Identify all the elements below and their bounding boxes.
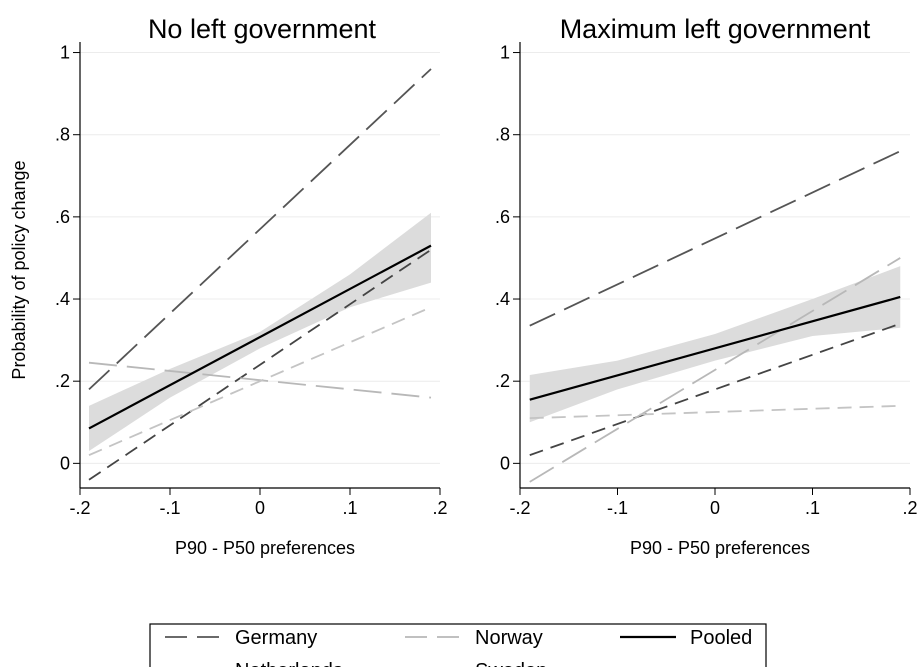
confidence-band — [529, 266, 901, 423]
x-tick-label: 0 — [710, 498, 720, 518]
series-line-germany — [88, 68, 432, 391]
x-tick-label: -.2 — [509, 498, 530, 518]
panel-title: Maximum left government — [560, 14, 871, 44]
y-tick-label: 1 — [500, 43, 510, 63]
y-tick-label: 1 — [60, 43, 70, 63]
x-axis-label: P90 - P50 preferences — [630, 538, 810, 558]
x-tick-label: .2 — [902, 498, 917, 518]
x-tick-label: -.1 — [159, 498, 180, 518]
legend-label: Sweden — [475, 660, 547, 667]
x-tick-label: -.2 — [69, 498, 90, 518]
series-line-germany — [529, 150, 901, 327]
y-tick-label: .2 — [55, 371, 70, 391]
x-tick-label: .2 — [432, 498, 447, 518]
legend-label: Netherlands — [235, 660, 343, 667]
x-tick-label: .1 — [342, 498, 357, 518]
x-axis-label: P90 - P50 preferences — [175, 538, 355, 558]
series-line-norway — [529, 257, 901, 483]
y-tick-label: 0 — [60, 453, 70, 473]
y-tick-label: .2 — [495, 371, 510, 391]
y-tick-label: .8 — [55, 125, 70, 145]
panel-title: No left government — [148, 14, 377, 44]
x-tick-label: 0 — [255, 498, 265, 518]
x-tick-label: -.1 — [607, 498, 628, 518]
panel-1: No left government 0 .2 .4 .6 .8 1 -.2 -.1 0 .1 .2 P… — [9, 14, 448, 558]
series-line-sweden — [529, 404, 901, 420]
y-tick-label: .6 — [55, 207, 70, 227]
y-tick-label: 0 — [500, 453, 510, 473]
series-line-sweden — [88, 306, 432, 456]
series-line-netherlands — [88, 248, 432, 481]
legend-label: Pooled — [690, 627, 752, 649]
series-line-pooled — [88, 244, 432, 430]
series-line-pooled — [529, 295, 901, 401]
series-line-norway — [88, 361, 432, 399]
panel-2: Maximum left government 0 .2 .4 .6 .8 1 -.2 -.1 0… — [495, 14, 918, 558]
legend-label: Norway — [475, 627, 543, 649]
y-tick-label: .4 — [55, 289, 70, 309]
y-tick-label: .8 — [495, 125, 510, 145]
y-tick-label: .4 — [495, 289, 510, 309]
y-axis-label: Probability of policy change — [9, 160, 29, 379]
y-tick-label: .6 — [495, 207, 510, 227]
legend: Germany Norway Pooled Netherlands Sweden — [149, 623, 767, 667]
legend-label: Germany — [235, 627, 317, 649]
confidence-band — [89, 212, 431, 452]
x-tick-label: .1 — [805, 498, 820, 518]
legend-box — [149, 623, 767, 667]
